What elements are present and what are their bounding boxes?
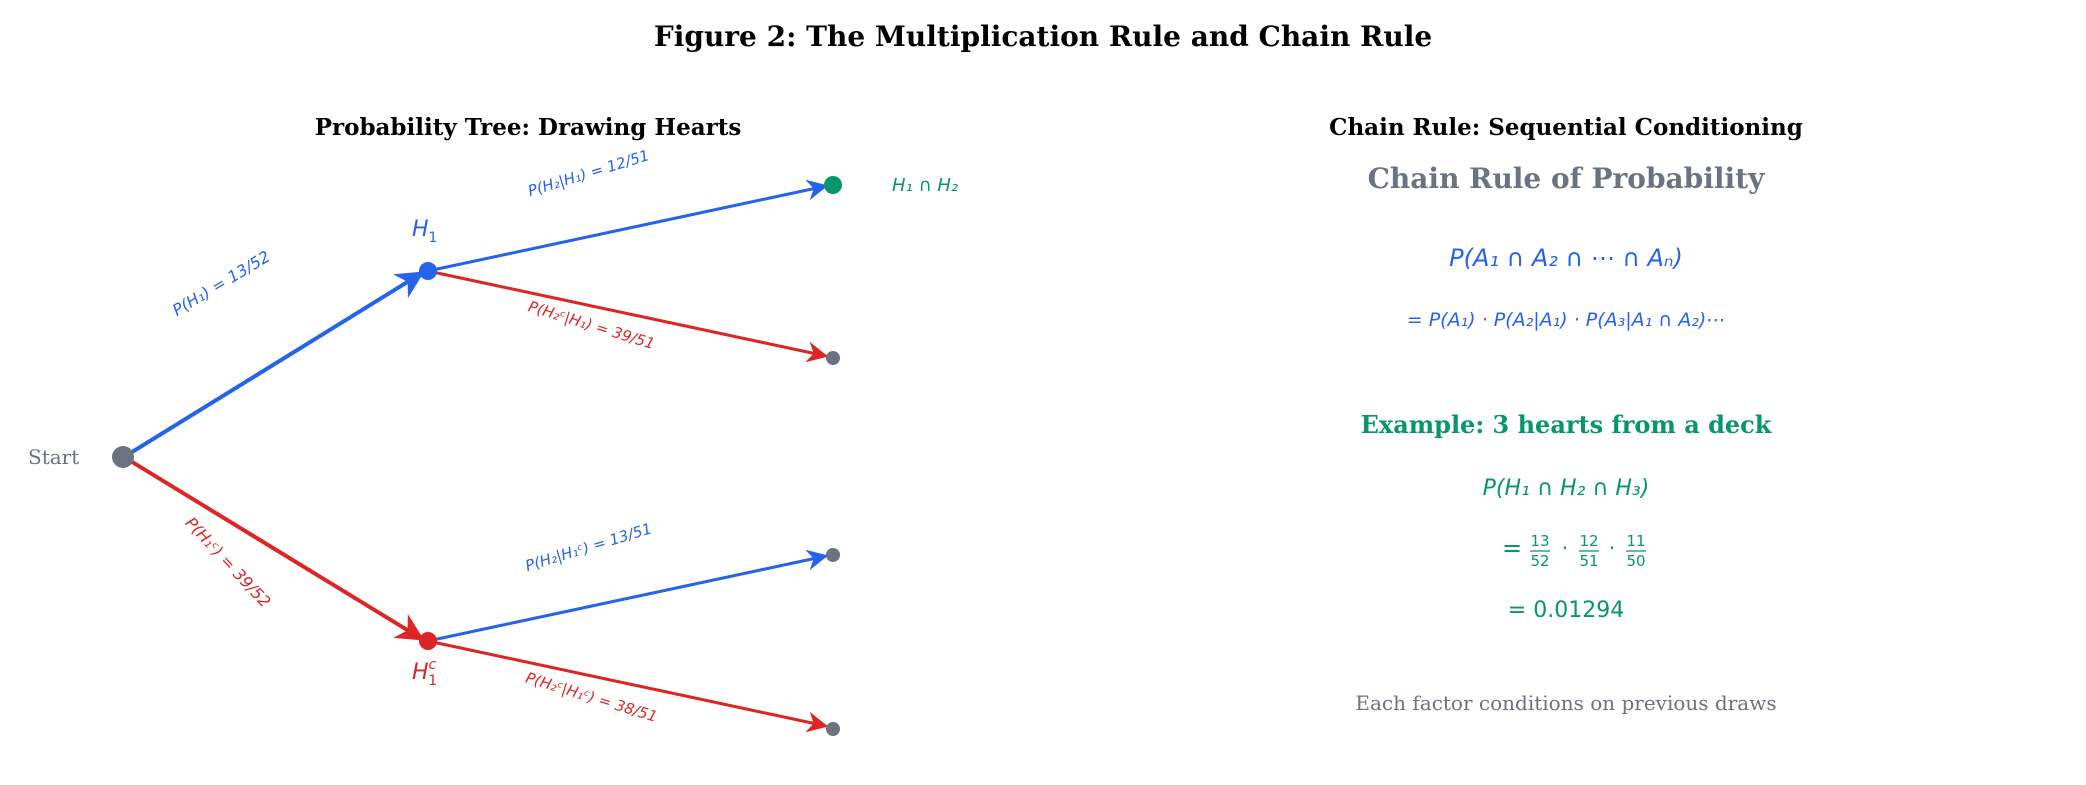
fraction-2-den: 51 — [1579, 552, 1598, 570]
chain-footnote: Each factor conditions on previous draws — [1355, 691, 1776, 715]
example-lhs: P(H₁ ∩ H₂ ∩ H₃) — [1483, 476, 1650, 501]
branch-h1c-h2c — [427, 639, 829, 733]
fraction-3-num: 11 — [1626, 532, 1645, 550]
node-h1 — [419, 262, 437, 280]
fraction-1-num: 13 — [1530, 532, 1549, 550]
node-h1c-label: Hc 1 — [412, 657, 437, 689]
fraction-2-num: 12 — [1579, 532, 1598, 550]
branch-h1c-h2 — [427, 549, 829, 643]
example-equals: = — [1502, 534, 1522, 562]
example-product: = 13 52 · 12 51 · 11 50 — [1502, 532, 1646, 570]
start-label: Start — [28, 445, 79, 469]
leaf-h1-h2 — [824, 176, 842, 194]
branch-h1-h2 — [427, 179, 829, 273]
chain-title: Chain Rule: Sequential Conditioning — [1329, 114, 1803, 141]
branch-label-h2-given-h1c: P(H₂|H₁ᶜ) = 13/51 — [523, 519, 654, 575]
node-h1c — [419, 632, 437, 650]
branch-start-h1c — [122, 455, 425, 641]
leaf-h1c-h2c — [826, 722, 840, 736]
branch-label-h1c: P(H₁ᶜ) = 39/52 — [181, 513, 274, 611]
chain-heading: Chain Rule of Probability — [1368, 162, 1765, 195]
figure-title: Figure 2: The Multiplication Rule and Ch… — [654, 20, 1432, 53]
outcome-label-h1-h2: H₁ ∩ H₂ — [892, 175, 958, 196]
branch-h1-h2c — [427, 269, 829, 363]
example-dot-2: · — [1609, 536, 1615, 560]
tree-title: Probability Tree: Drawing Hearts — [315, 114, 742, 141]
fraction-3-den: 50 — [1626, 552, 1645, 570]
branch-label-h1: P(H₁) = 13/52 — [169, 247, 273, 320]
example-title: Example: 3 hearts from a deck — [1361, 410, 1773, 439]
chain-formula-lhs: P(A₁ ∩ A₂ ∩ ⋯ ∩ Aₙ) — [1449, 244, 1683, 272]
example-result: = 0.01294 — [1508, 598, 1624, 623]
chain-formula-rhs: = P(A₁) · P(A₂|A₁) · P(A₃|A₁ ∩ A₂)⋯ — [1407, 309, 1726, 331]
leaf-h1c-h2 — [826, 548, 840, 562]
start-node — [112, 446, 134, 468]
example-dot-1: · — [1562, 536, 1568, 560]
fraction-1-den: 52 — [1530, 552, 1549, 570]
leaf-h1-h2c — [826, 351, 840, 365]
branch-label-h2-given-h1: P(H₂|H₁) = 12/51 — [526, 146, 652, 200]
branch-start-h1 — [122, 271, 425, 459]
node-h1-label: H1 — [412, 217, 437, 246]
